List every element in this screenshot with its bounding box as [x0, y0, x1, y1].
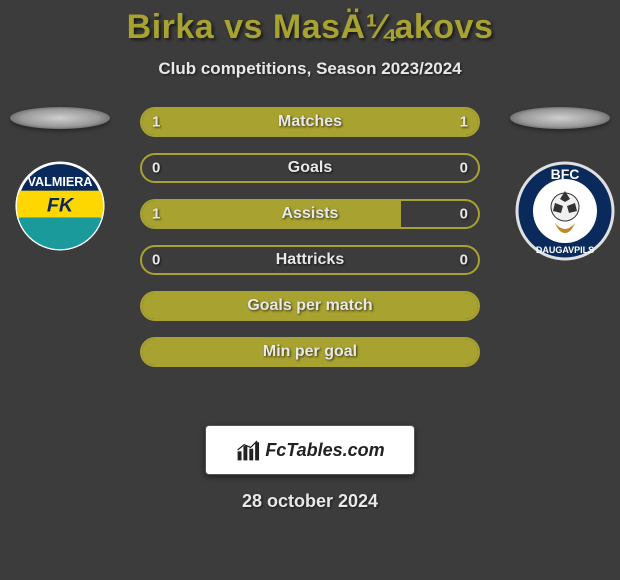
- stat-label: Goals: [288, 159, 332, 177]
- stat-value-right: 0: [460, 160, 468, 177]
- svg-text:VALMIERA: VALMIERA: [28, 175, 93, 189]
- bfc-daugavpils-crest-icon: BFC DAUGAVPILS: [515, 161, 615, 261]
- stat-row: Hattricks 0 0: [140, 245, 480, 275]
- stat-label: Matches: [278, 113, 342, 131]
- chart-icon: [235, 437, 261, 463]
- player-shadow-left: [10, 107, 110, 129]
- player-shadow-right: [510, 107, 610, 129]
- team-right-block: BFC DAUGAVPILS: [510, 107, 610, 267]
- stat-value-right: 1: [460, 114, 468, 131]
- stat-fill-left: [142, 201, 401, 227]
- stat-value-left: 1: [152, 114, 160, 131]
- source-label: FcTables.com: [265, 440, 384, 461]
- team-left-block: VALMIERA FK: [10, 107, 110, 267]
- svg-text:BFC: BFC: [551, 166, 580, 182]
- stat-label: Hattricks: [276, 251, 344, 269]
- stat-value-right: 0: [460, 206, 468, 223]
- team-left-crest: VALMIERA FK: [15, 161, 105, 251]
- team-right-crest: BFC DAUGAVPILS: [515, 161, 605, 251]
- valmiera-crest-icon: VALMIERA FK: [15, 161, 105, 251]
- stat-label: Assists: [282, 205, 339, 223]
- fctables-logo: FcTables.com: [235, 437, 384, 463]
- date-label: 28 october 2024: [0, 491, 620, 512]
- page-title: Birka vs MasÄ¼akovs: [0, 0, 620, 47]
- stat-row: Min per goal: [140, 337, 480, 367]
- stat-row: Assists 1 0: [140, 199, 480, 229]
- stat-value-left: 1: [152, 206, 160, 223]
- svg-text:DAUGAVPILS: DAUGAVPILS: [536, 245, 594, 255]
- subtitle: Club competitions, Season 2023/2024: [0, 59, 620, 79]
- stat-value-left: 0: [152, 252, 160, 269]
- stat-label: Goals per match: [247, 297, 372, 315]
- stat-value-left: 0: [152, 160, 160, 177]
- stat-row: Matches 1 1: [140, 107, 480, 137]
- comparison-panel: VALMIERA FK BFC DAUGAVPILS Matches 1 1 Goal…: [0, 107, 620, 417]
- stat-row: Goals per match: [140, 291, 480, 321]
- stat-label: Min per goal: [263, 343, 357, 361]
- source-badge[interactable]: FcTables.com: [205, 425, 415, 475]
- stat-value-right: 0: [460, 252, 468, 269]
- svg-text:FK: FK: [47, 194, 75, 216]
- stats-list: Matches11Goals00Assists10Hattricks00Goal…: [140, 107, 480, 383]
- stat-row: Goals 0 0: [140, 153, 480, 183]
